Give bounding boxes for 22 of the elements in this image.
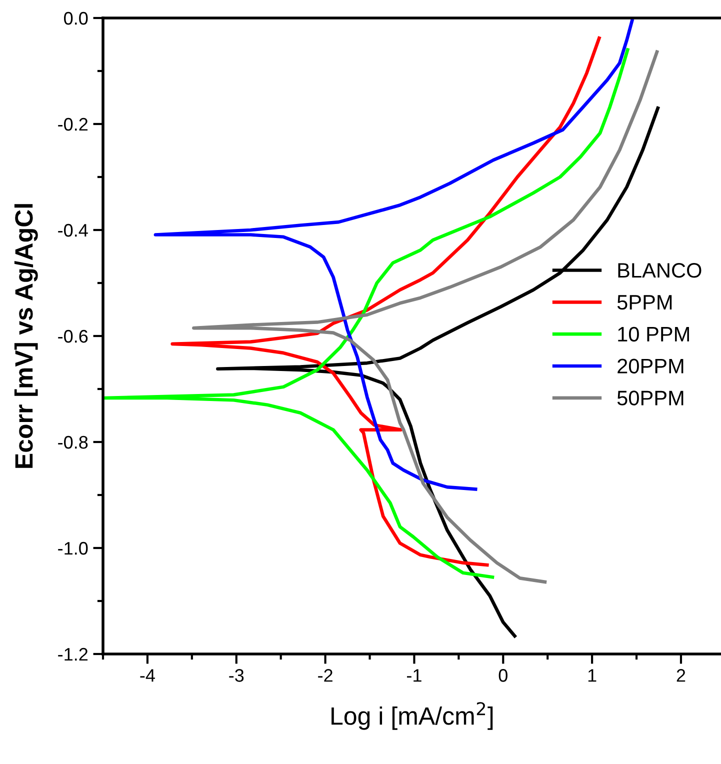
x-tick-label: -1 — [407, 669, 422, 682]
x-tick-label: -3 — [229, 669, 244, 682]
y-tick-label: -1.2 — [58, 648, 88, 661]
y-tick-label: -0.4 — [58, 224, 88, 237]
legend-label: 50PPM — [617, 390, 684, 406]
y-tick-label: -0.6 — [58, 330, 88, 343]
y-tick-label: -0.2 — [58, 118, 88, 131]
line-series — [170, 36, 601, 567]
x-tick-label: 1 — [588, 669, 596, 682]
x-tick-label: -2 — [318, 669, 332, 682]
y-tick-label: -1.0 — [58, 542, 88, 555]
legend-label: 10 PPM — [618, 326, 689, 342]
x-axis-title: Log i [mA/cm$^{2}$] — [332, 702, 493, 730]
y-tick-label: -0.8 — [58, 436, 88, 449]
x-tick-label: 0 — [498, 669, 508, 682]
x-tick-label: -4 — [140, 669, 155, 682]
x-tick-label: 2 — [676, 669, 686, 682]
legend-label: 5PPM — [617, 295, 672, 310]
legend-label: 20PPM — [618, 358, 684, 374]
y-axis-title: Ecorr [mV] vs Ag/AgCl — [14, 204, 38, 468]
legend-label: BLANCO — [618, 263, 702, 278]
y-tick-label: 0.0 — [64, 12, 88, 25]
